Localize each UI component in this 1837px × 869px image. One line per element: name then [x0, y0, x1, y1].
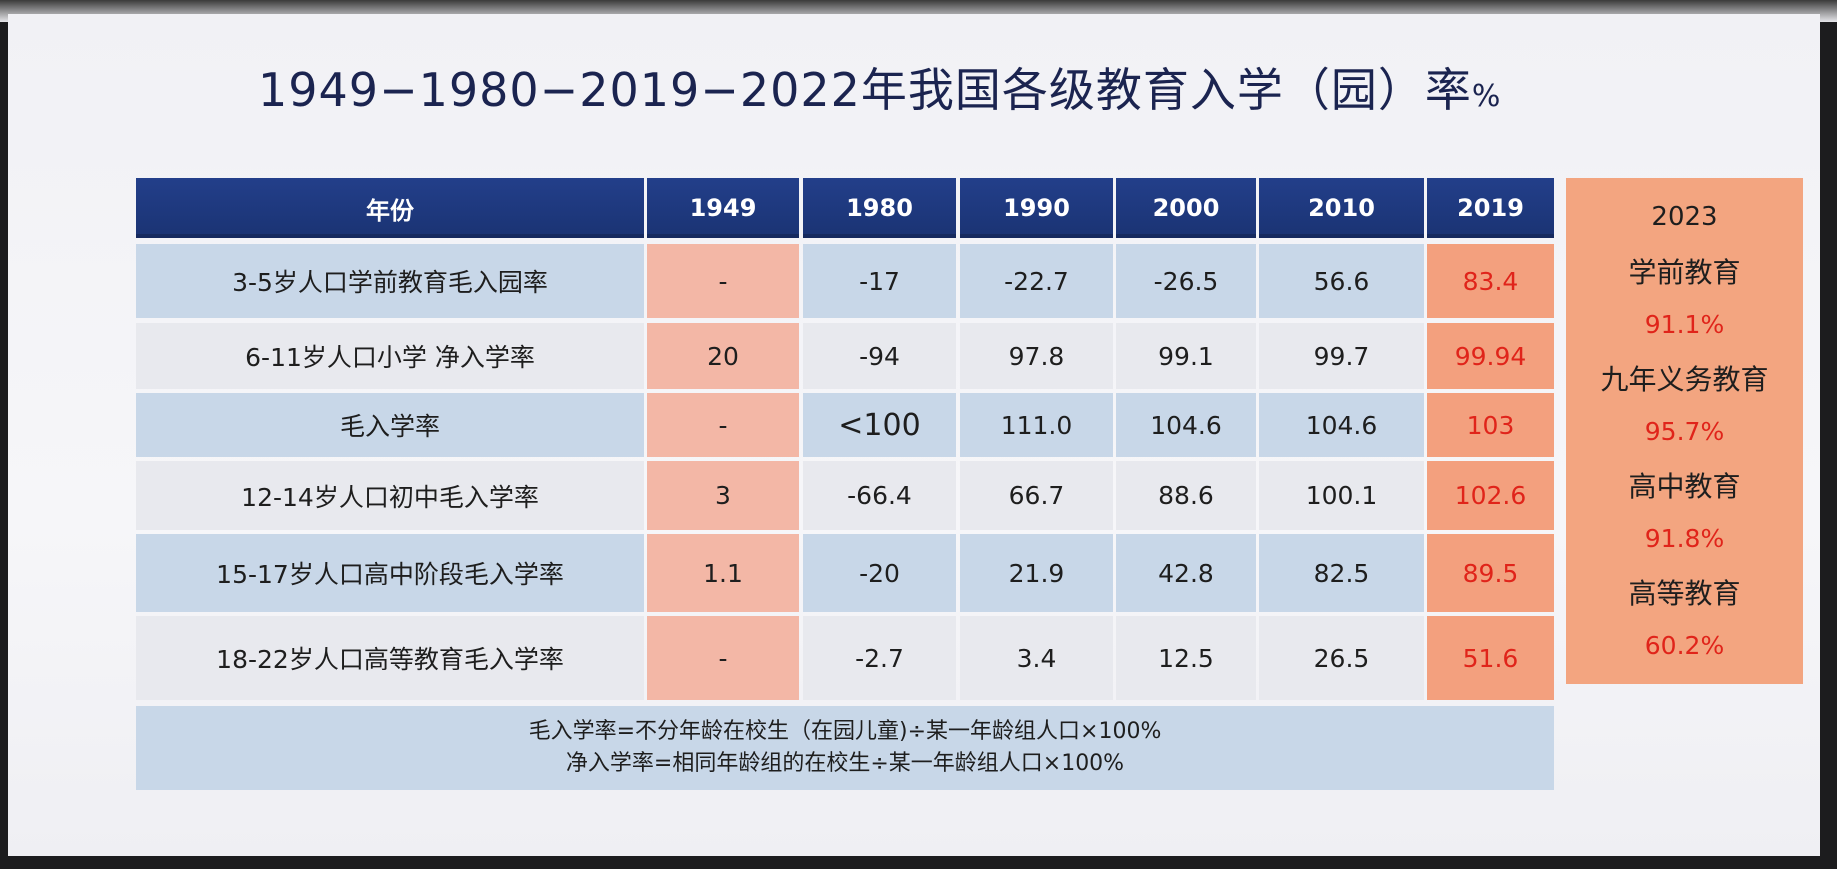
cell-2010: 82.5 [1259, 534, 1424, 612]
formula-footnote: 毛入学率=不分年龄在校生（在园儿童)÷某一年龄组人口×100% 净入学率=相同年… [136, 706, 1554, 790]
side-label-high-school: 高中教育 [1628, 470, 1741, 504]
row-label: 12-14岁人口初中毛入学率 [136, 461, 644, 530]
cell-2010: 100.1 [1259, 461, 1424, 530]
side-year: 2023 [1651, 201, 1718, 232]
side-value-compulsory: 95.7% [1644, 416, 1725, 446]
cell-1990: 97.8 [960, 323, 1113, 389]
cell-1980: -2.7 [803, 616, 956, 700]
cell-2019: 83.4 [1427, 244, 1554, 318]
header-cell-1980: 1980 [803, 178, 956, 238]
cell-2010: 26.5 [1259, 616, 1424, 700]
cell-1980: <100 [803, 393, 956, 457]
cell-1949: 3 [647, 461, 799, 530]
cell-1980: -94 [803, 323, 956, 389]
cell-1980: -66.4 [803, 461, 956, 530]
cell-1980: -17 [803, 244, 956, 318]
cell-2000: 99.1 [1116, 323, 1256, 389]
cell-2000: 42.8 [1116, 534, 1256, 612]
cell-1949: 20 [647, 323, 799, 389]
header-cell-2019: 2019 [1427, 178, 1554, 238]
header-cell-year-label: 年份 [136, 178, 644, 238]
title-unit: % [1471, 79, 1502, 114]
cell-2019: 51.6 [1427, 616, 1554, 700]
cell-2010: 99.7 [1259, 323, 1424, 389]
cell-1949: 1.1 [647, 534, 799, 612]
cell-1990: 21.9 [960, 534, 1113, 612]
cell-2010: 104.6 [1259, 393, 1424, 457]
row-label: 15-17岁人口高中阶段毛入学率 [136, 534, 644, 612]
cell-1990: 66.7 [960, 461, 1113, 530]
footnote-net-rate: 净入学率=相同年龄组的在校生÷某一年龄组人口×100% [565, 751, 1125, 776]
cell-2019: 102.6 [1427, 461, 1554, 530]
cell-2000: 88.6 [1116, 461, 1256, 530]
cell-1990: -22.7 [960, 244, 1113, 318]
cell-1949: - [647, 616, 799, 700]
row-label: 毛入学率 [136, 393, 644, 457]
header-cell-1949: 1949 [647, 178, 799, 238]
cell-1990: 3.4 [960, 616, 1113, 700]
header-cell-1990: 1990 [960, 178, 1113, 238]
row-label: 3-5岁人口学前教育毛入园率 [136, 244, 644, 318]
header-cell-2010: 2010 [1259, 178, 1424, 238]
cell-2019: 103 [1427, 393, 1554, 457]
side-label-preschool: 学前教育 [1628, 255, 1741, 289]
side-label-compulsory: 九年义务教育 [1600, 362, 1769, 396]
side-value-higher-ed: 60.2% [1644, 631, 1725, 661]
title-text: 1949−1980−2019−2022年我国各级教育入学（园）率 [258, 63, 1472, 117]
side-label-higher-ed: 高等教育 [1628, 577, 1741, 611]
cell-2019: 89.5 [1427, 534, 1554, 612]
cell-1980: -20 [803, 534, 956, 612]
side-panel-2023: 2023 学前教育 91.1% 九年义务教育 95.7% 高中教育 91.8% … [1566, 178, 1803, 684]
header-cell-2000: 2000 [1116, 178, 1256, 238]
slide-title: 1949−1980−2019−2022年我国各级教育入学（园）率% [258, 54, 1658, 120]
cell-2000: 12.5 [1116, 616, 1256, 700]
cell-2010: 56.6 [1259, 244, 1424, 318]
side-value-preschool: 91.1% [1644, 309, 1725, 339]
cell-2000: 104.6 [1116, 393, 1256, 457]
row-label: 6-11岁人口小学 净入学率 [136, 323, 644, 389]
cell-1990: 111.0 [960, 393, 1113, 457]
footnote-gross-rate: 毛入学率=不分年龄在校生（在园儿童)÷某一年龄组人口×100% [528, 719, 1162, 744]
side-value-high-school: 91.8% [1644, 524, 1725, 554]
cell-1949: - [647, 393, 799, 457]
cell-2019: 99.94 [1427, 323, 1554, 389]
cell-2000: -26.5 [1116, 244, 1256, 318]
row-label: 18-22岁人口高等教育毛入学率 [136, 616, 644, 700]
cell-1949: - [647, 244, 799, 318]
